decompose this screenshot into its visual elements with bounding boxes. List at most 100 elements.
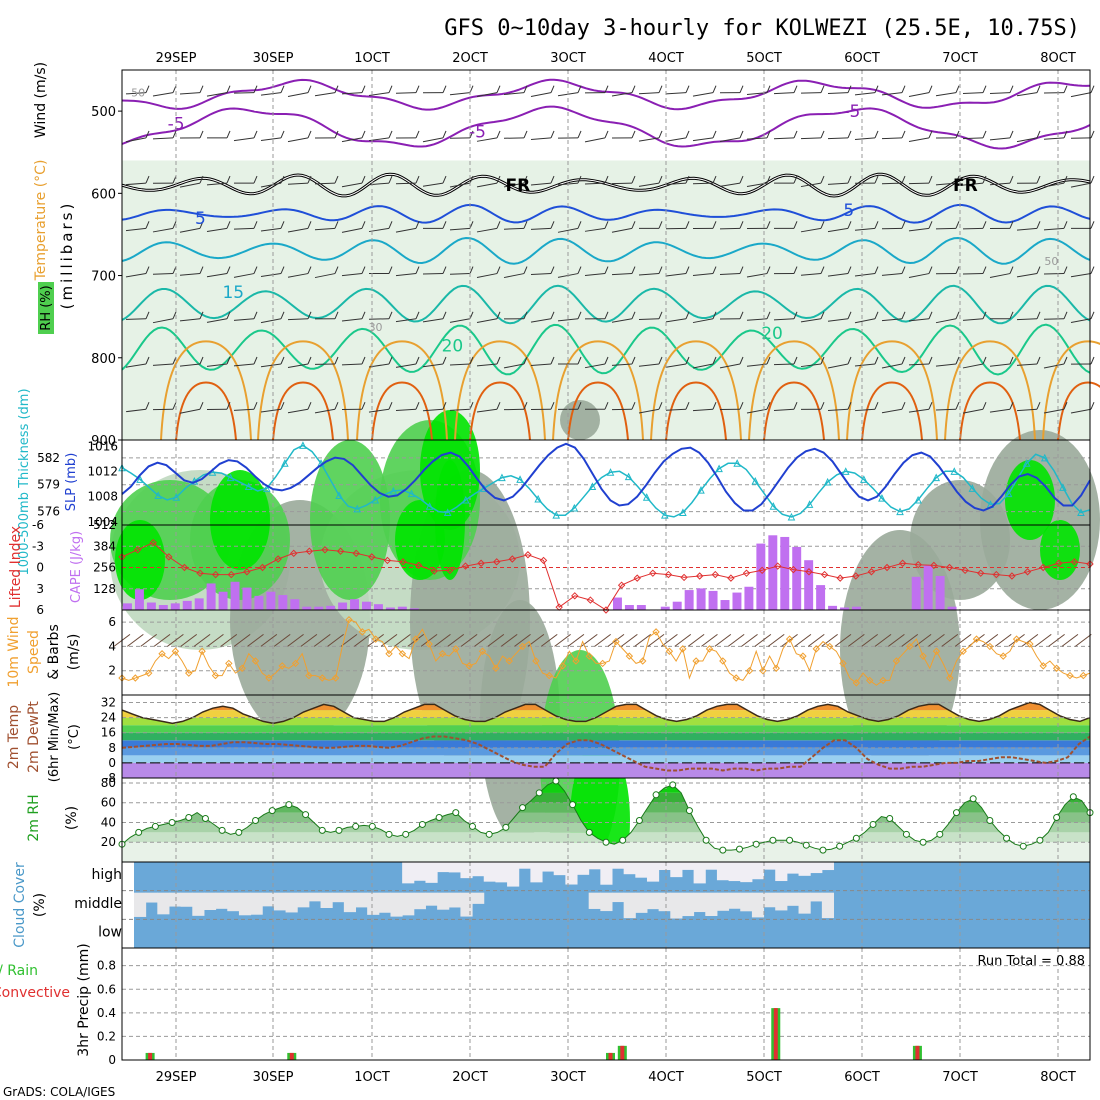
wind-barb: [908, 92, 930, 97]
cloud-mid-gap: [168, 892, 182, 907]
wind-barb-flag: [631, 311, 636, 319]
cloud-high-gap: [518, 862, 531, 869]
wind-barb: [935, 408, 957, 411]
wind-barb-flag: [577, 311, 582, 319]
wind-barb-flag: [685, 175, 690, 184]
bottom-date-labels: 29SEP 30SEP 1OCT 2OCT 3OCT 4OCT 5OCT 6OCT 7OCT 8O…: [156, 1070, 1076, 1085]
wind-barb-flag: [280, 311, 285, 319]
wind-barb-flag: [496, 175, 501, 184]
temp-contour-orange: [160, 340, 252, 441]
cloud-high-gap: [495, 862, 508, 883]
rh-point: [318, 826, 326, 834]
wind-speed-point: [291, 659, 300, 668]
wind-barb: [881, 182, 903, 185]
cloud-mid-gap: [134, 892, 147, 917]
cloud-high-gap: [623, 862, 636, 875]
thickness-point: [425, 502, 434, 510]
wind-barb-flag: [820, 266, 825, 274]
wind-barb: [962, 182, 984, 186]
wind-barb-10m: [460, 633, 478, 647]
temp-contour-red: [175, 381, 237, 441]
cloud-high-gap: [448, 862, 461, 873]
wind-speed-point: [185, 669, 193, 677]
wind-barb: [908, 273, 930, 278]
rh-point: [719, 846, 727, 854]
cape-bar: [338, 602, 348, 610]
wind-barb: [638, 273, 660, 276]
wind-barb-flag: [793, 221, 798, 229]
thickness-point: [679, 508, 687, 516]
cloud-mid-gap: [751, 892, 765, 918]
wind-barb: [827, 273, 849, 277]
wind-barb-flag: [415, 175, 420, 184]
cloud-mid-gap: [413, 892, 426, 910]
wind-barb: [908, 137, 930, 143]
temp-tick-label: 8: [108, 741, 116, 755]
wind-barb-flag: [388, 311, 393, 319]
precip-tick-label: 0: [108, 1053, 116, 1067]
wind-barb-flag: [172, 221, 177, 229]
wind-barb: [287, 408, 309, 414]
wind-barb-flag: [253, 402, 258, 410]
wind-speed-point: [745, 667, 754, 675]
wind-barb: [1016, 227, 1038, 231]
wind-barb-flag: [550, 311, 555, 319]
wind-barb: [449, 273, 471, 275]
wind-barb-flag: [604, 266, 609, 274]
wind-speed-point: [505, 657, 513, 665]
cloud-mid-gap: [238, 892, 252, 916]
rh-point: [285, 801, 293, 809]
cape-bar: [660, 606, 670, 610]
wind-speed-point: [679, 645, 687, 653]
wind-barb-10m: [727, 633, 745, 647]
lifted-index-point: [617, 581, 626, 589]
wind-barb-flag: [955, 85, 960, 93]
cloud-high-gap: [646, 862, 660, 882]
wind-barb: [476, 273, 498, 279]
cloud-mid-gap: [402, 892, 415, 916]
wind-barb: [584, 137, 606, 143]
lifted-index-point: [165, 553, 173, 561]
label-wind10m-line1: 10m Wind: [6, 616, 22, 687]
wind-speed-point: [318, 674, 326, 682]
wind-barb: [881, 273, 903, 276]
wind-barb-flag: [1009, 85, 1014, 93]
wind-barb-flag: [496, 356, 501, 365]
wind-barb: [827, 318, 849, 322]
wind-barb-flag: [415, 402, 420, 410]
wind-barb-flag: [388, 85, 393, 93]
wind-tick-label: 2: [108, 664, 116, 678]
temp-tick-label: 0: [108, 756, 116, 770]
wind-barb-flag: [334, 311, 339, 319]
wind-barb: [800, 182, 822, 188]
wind-barb-flag: [658, 356, 663, 365]
wind-barb: [179, 408, 201, 414]
wind-barb-10m: [954, 633, 972, 647]
label-rh2m-unit: (%): [64, 806, 80, 830]
rh-shade-blob: [560, 400, 600, 440]
temp-contour-purple: [121, 78, 1091, 111]
wind-barb: [206, 182, 228, 186]
wind-barb: [314, 92, 336, 97]
cloud-mid-gap: [262, 892, 275, 907]
wind-barb: [692, 137, 714, 142]
wind-barb-flag: [523, 175, 528, 184]
wind-barb-flag: [361, 402, 366, 410]
wind-barb: [638, 182, 660, 187]
wind-barb-flag: [766, 85, 771, 93]
wind-barb: [260, 318, 282, 324]
rh-point: [485, 830, 493, 838]
date-label-top: 3OCT: [550, 51, 586, 66]
lifted-index-point: [336, 547, 345, 555]
cloud-mid-gap: [343, 892, 357, 913]
date-label-bottom: 3OCT: [550, 1070, 586, 1085]
wind-speed-point: [598, 659, 607, 668]
wind-barb-flag: [1090, 221, 1095, 229]
wind-barb-flag: [334, 266, 339, 274]
wind-barb-flag: [253, 130, 258, 139]
temp-contour-blue: [121, 203, 1091, 224]
wind-barb-flag: [874, 130, 879, 139]
wind-barb-10m: [447, 633, 465, 647]
rh-tick-label: 20: [101, 835, 116, 849]
